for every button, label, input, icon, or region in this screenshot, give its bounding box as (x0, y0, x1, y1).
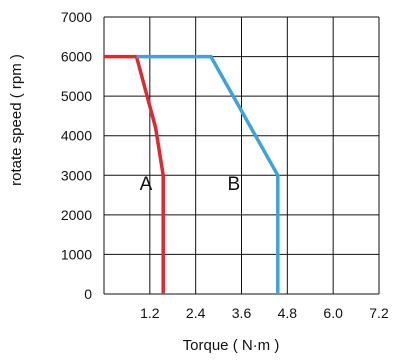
y-axis-label: rotate speed ( rpm ) (8, 54, 25, 186)
y-tick-label-3: 3000 (61, 167, 92, 183)
x-tick-label-5: 7.2 (369, 305, 389, 321)
grid (103, 16, 380, 295)
series-layer (104, 54, 280, 294)
curve-label-b: B (228, 174, 241, 195)
x-tick-label-0: 1.2 (140, 305, 160, 321)
y-tick-label-0: 0 (84, 286, 92, 302)
y-tick-label-5: 5000 (61, 88, 92, 104)
y-tick-label-4: 4000 (61, 128, 92, 144)
x-tick-label-2: 3.6 (232, 305, 252, 321)
y-tick-label-6: 6000 (61, 49, 92, 65)
x-tick-label-4: 6.0 (323, 305, 343, 321)
x-tick-label-1: 2.4 (186, 305, 206, 321)
x-tick-label-3: 4.8 (278, 305, 298, 321)
x-axis-label: Torque ( N·m ) (183, 337, 280, 354)
y-tick-label-1: 1000 (61, 246, 92, 262)
tick-labels: 0 1000 2000 3000 4000 5000 6000 7000 1.2 2.4 3.6 4.… (61, 9, 389, 321)
series-curve-a (104, 54, 165, 294)
y-tick-label-7: 7000 (61, 9, 92, 25)
curve-label-a: A (140, 174, 153, 195)
y-tick-label-2: 2000 (61, 207, 92, 223)
series-curve-b (136, 54, 280, 294)
